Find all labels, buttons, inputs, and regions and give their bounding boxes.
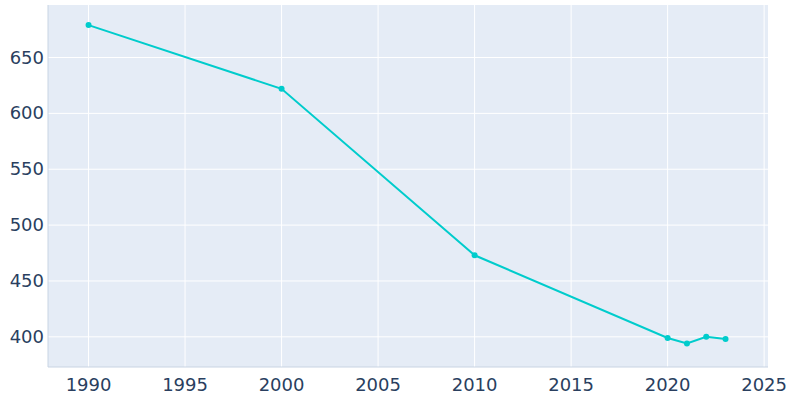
x-grid-line [281,5,282,367]
marker [723,336,729,342]
series-group [86,22,729,346]
chart: 1990 1995 2000 2005 2010 2015 2020 2025 400 450 50… [0,0,800,400]
x-grid-line [667,5,668,367]
y-grid-line [48,113,768,114]
x-tick-label: 2010 [452,374,498,395]
line [89,25,726,343]
x-grid-line [764,5,765,367]
plot-background [48,5,768,367]
marker [684,341,690,347]
x-grid-line [571,5,572,367]
marker [472,252,478,258]
y-grid-line [48,169,768,170]
y-tick-label: 400 [10,326,44,347]
y-tick-label: 500 [10,214,44,235]
x-grid-line [185,5,186,367]
x-tick-label: 2000 [259,374,305,395]
y-tick-label: 450 [10,270,44,291]
marker [703,334,709,340]
y-axis-line [48,5,49,367]
x-tick-label: 2015 [548,374,594,395]
marker [279,86,285,92]
x-tick-label: 2005 [355,374,401,395]
x-grid-line [88,5,89,367]
y-grid-line [48,225,768,226]
y-tick-label: 600 [10,102,44,123]
x-tick-label: 2020 [645,374,691,395]
y-tick-label: 650 [10,47,44,68]
x-tick-label: 1995 [162,374,208,395]
y-tick-label: 550 [10,158,44,179]
x-grid-line [378,5,379,367]
x-grid-line [474,5,475,367]
y-grid-line [48,336,768,337]
y-grid-line [48,280,768,281]
x-tick-label: 1990 [66,374,112,395]
y-grid-line [48,57,768,58]
marker [86,22,92,28]
x-axis-line [48,367,768,368]
marker [665,335,671,341]
x-tick-label: 2025 [741,374,787,395]
